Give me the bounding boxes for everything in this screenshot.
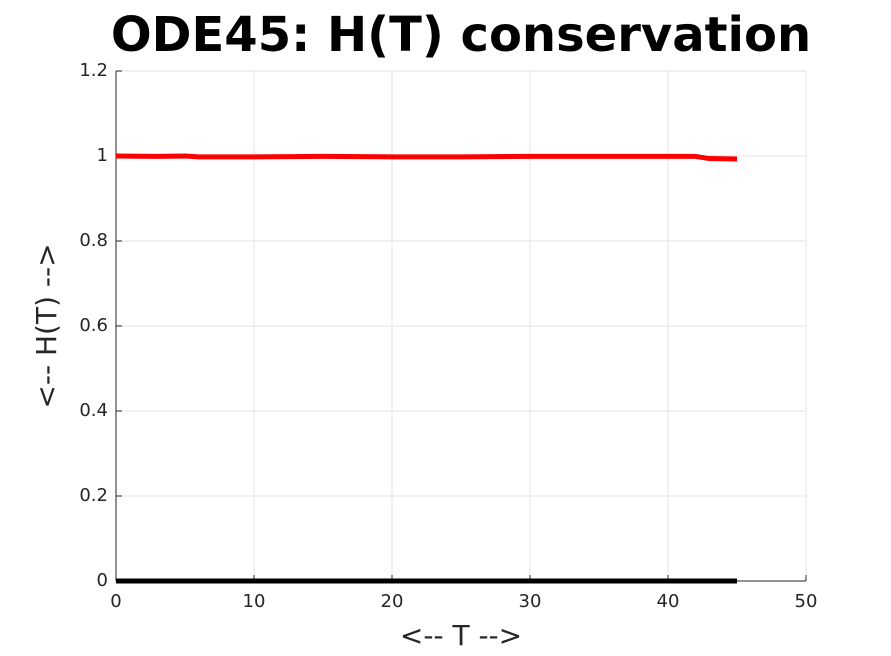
x-tick-label: 10 <box>243 591 266 612</box>
x-tick-label: 20 <box>381 591 404 612</box>
x-axis-label: <-- T --> <box>400 619 522 652</box>
data-line <box>115 153 738 162</box>
y-tick-label: 0 <box>97 570 108 591</box>
y-tick-label: 0.2 <box>79 485 108 506</box>
chart-title: ODE45: H(T) conservation <box>111 7 811 63</box>
x-tick-label: 0 <box>110 591 121 612</box>
y-tick-label: 1 <box>97 145 108 166</box>
y-tick-label: 0.4 <box>79 400 108 421</box>
x-tick-label: 40 <box>657 591 680 612</box>
y-tick-label: 1.2 <box>79 60 108 81</box>
x-tick-label: 30 <box>519 591 542 612</box>
x-tick-label: 50 <box>795 591 818 612</box>
y-tick-label: 0.6 <box>79 315 108 336</box>
y-tick-label: 0.8 <box>79 230 108 251</box>
y-axis-label: <-- H(T) --> <box>30 243 63 408</box>
